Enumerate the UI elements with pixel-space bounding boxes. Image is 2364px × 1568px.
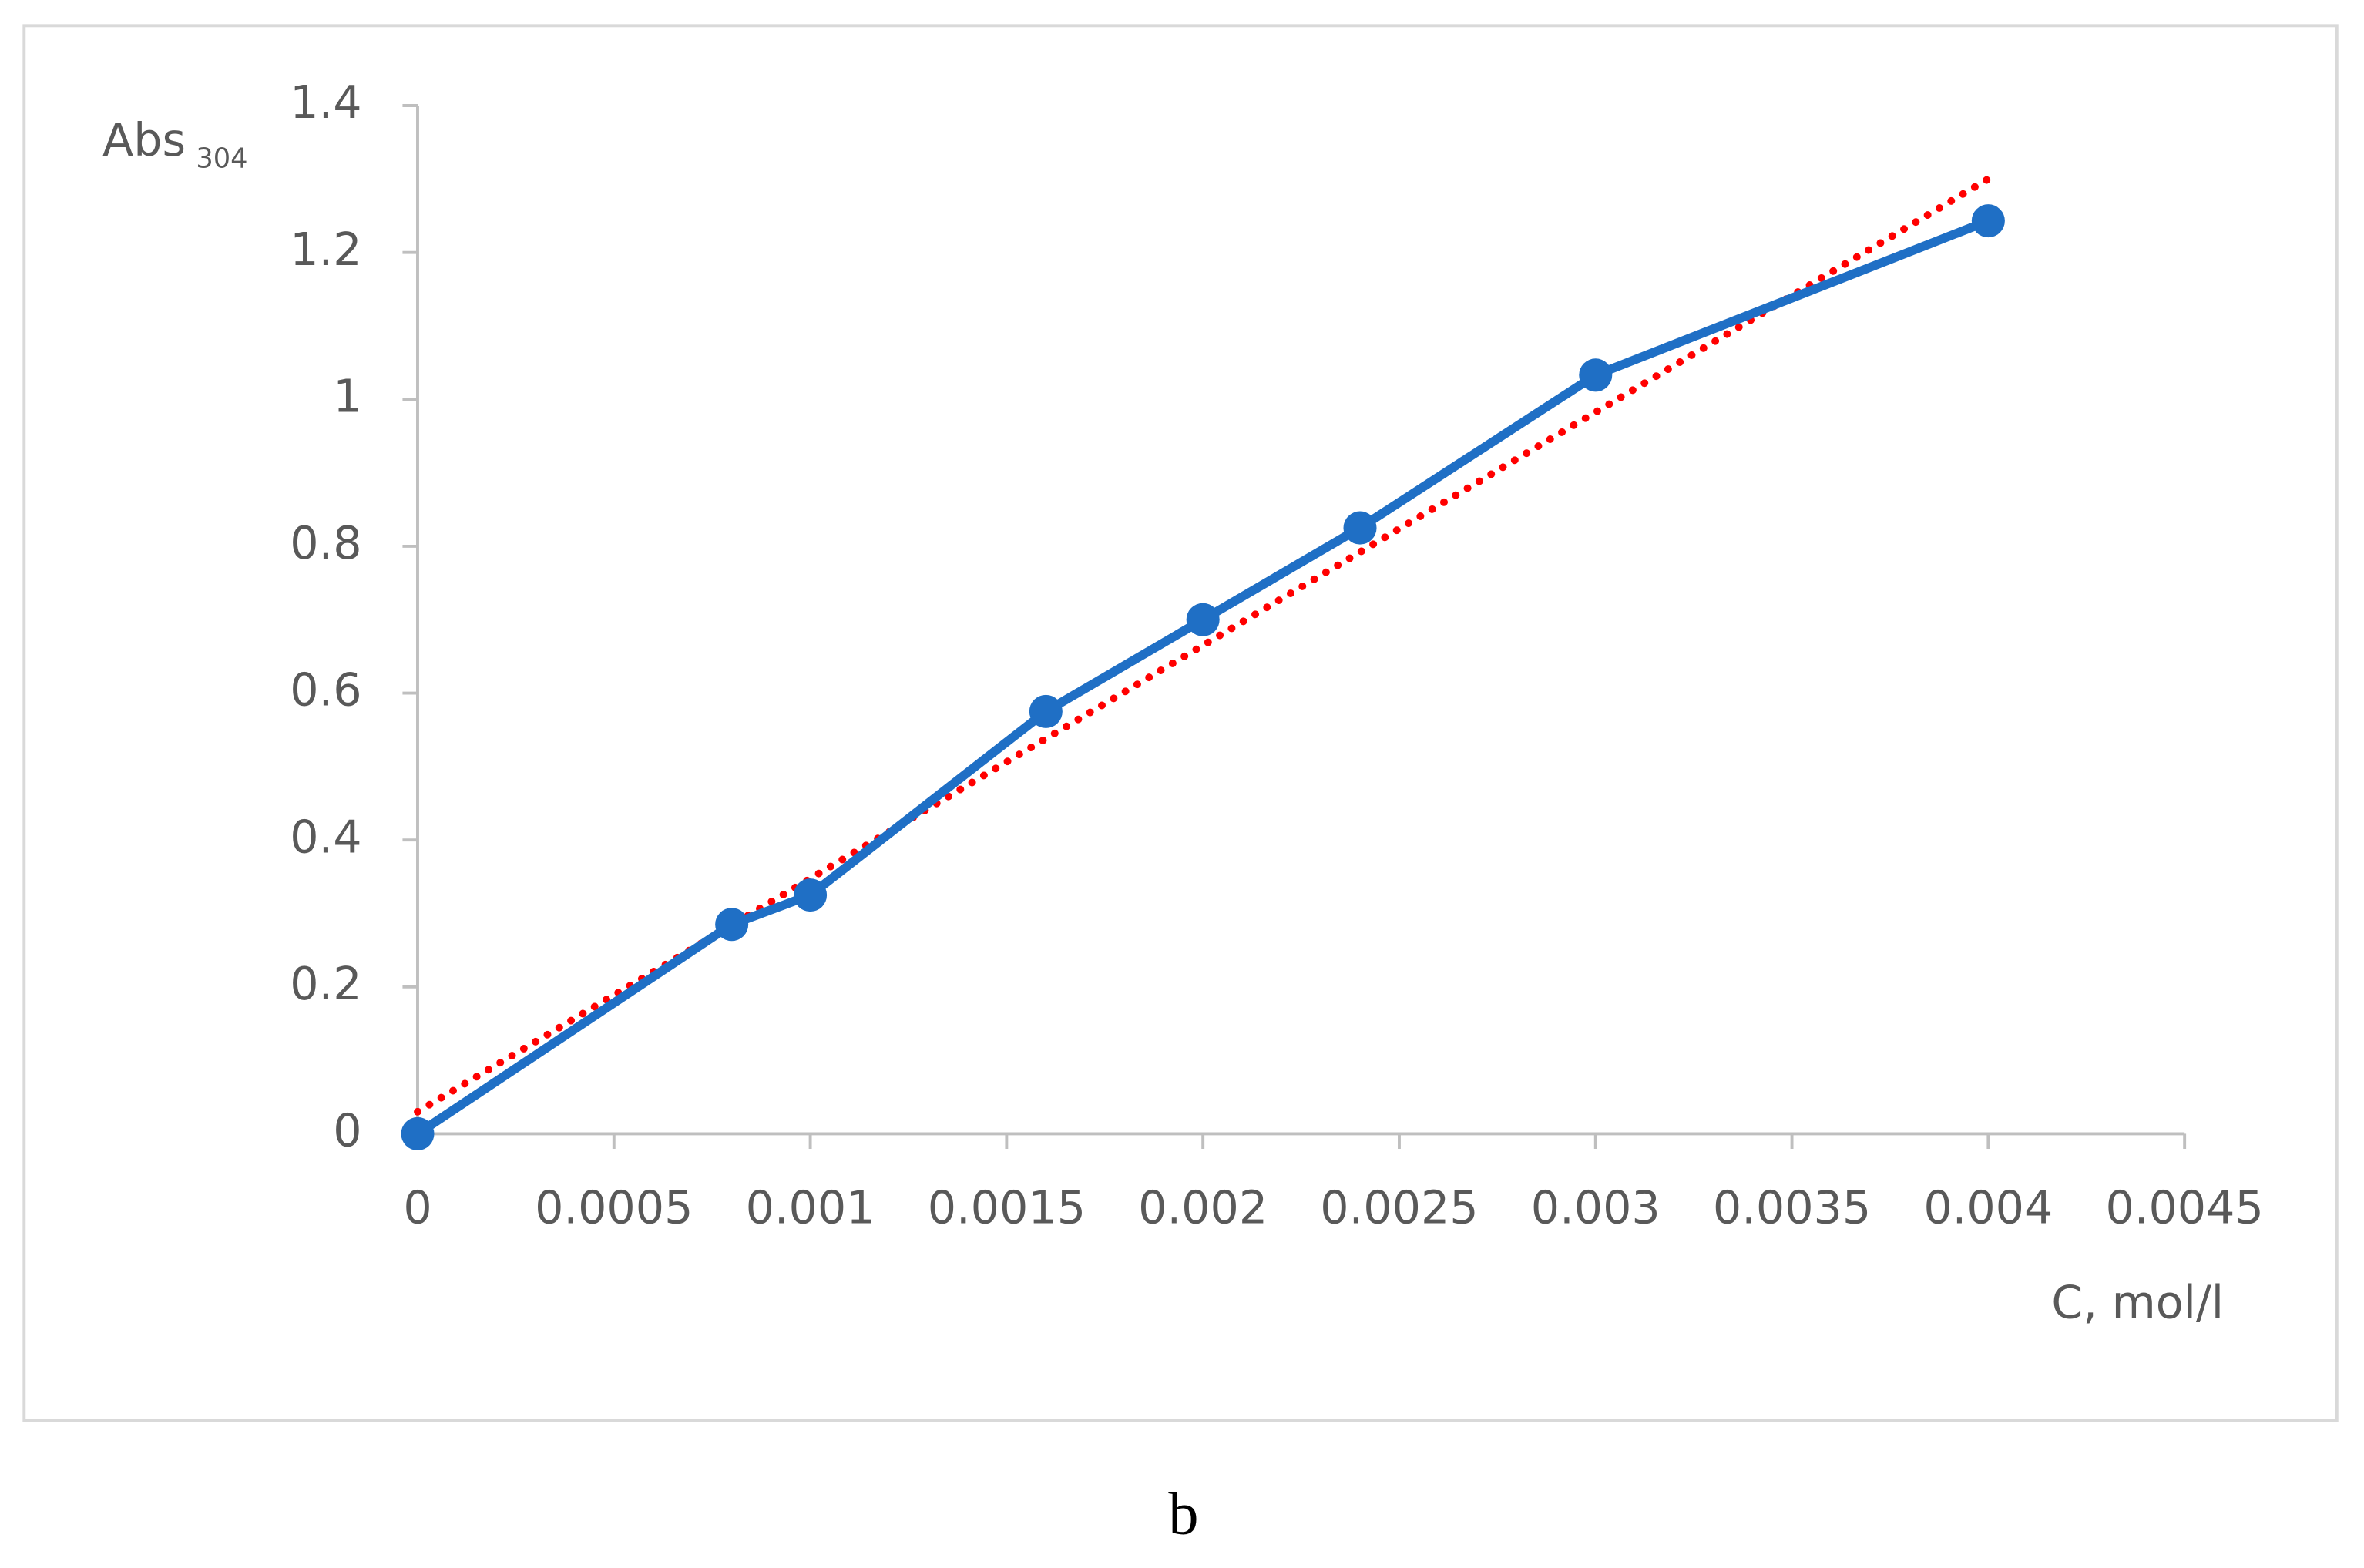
y-tick-label: 0.2 [290,958,361,1010]
x-tick-label: 0.0035 [1713,1181,1871,1234]
point [715,908,749,942]
x-tick-label: 0.001 [746,1181,875,1234]
point [1971,204,2005,238]
x-tick-label: 0.002 [1138,1181,1268,1234]
caption: b [1168,1479,1198,1546]
x-tick-label: 0 [403,1181,431,1234]
y-tick-label: 1 [333,370,361,422]
y-axis-label: Abs [102,114,186,166]
x-tick-label: 0.0045 [2105,1181,2263,1234]
y-tick-label: 0.4 [290,811,361,863]
y-tick-label: 0 [333,1105,361,1157]
chart-frame [22,24,2339,1422]
point [1029,694,1063,728]
y-tick-label: 1.2 [290,223,361,276]
x-tick-label: 0.004 [1923,1181,2053,1234]
point [1343,511,1377,545]
x-tick-label: 0.0015 [928,1181,1086,1234]
y-tick-label: 1.4 [290,76,361,129]
point [1579,358,1613,392]
y-axis-label-subscript: 304 [196,143,247,174]
point [1186,603,1220,636]
point [401,1116,435,1150]
x-tick-label: 0.003 [1531,1181,1661,1234]
x-tick-label: 0.0005 [535,1181,693,1234]
point [794,878,828,912]
y-tick-label: 0.6 [290,664,361,717]
y-tick-label: 0.8 [290,517,361,569]
x-tick-label: 0.0025 [1320,1181,1478,1234]
x-axis-label: C, mol/l [2051,1277,2224,1329]
